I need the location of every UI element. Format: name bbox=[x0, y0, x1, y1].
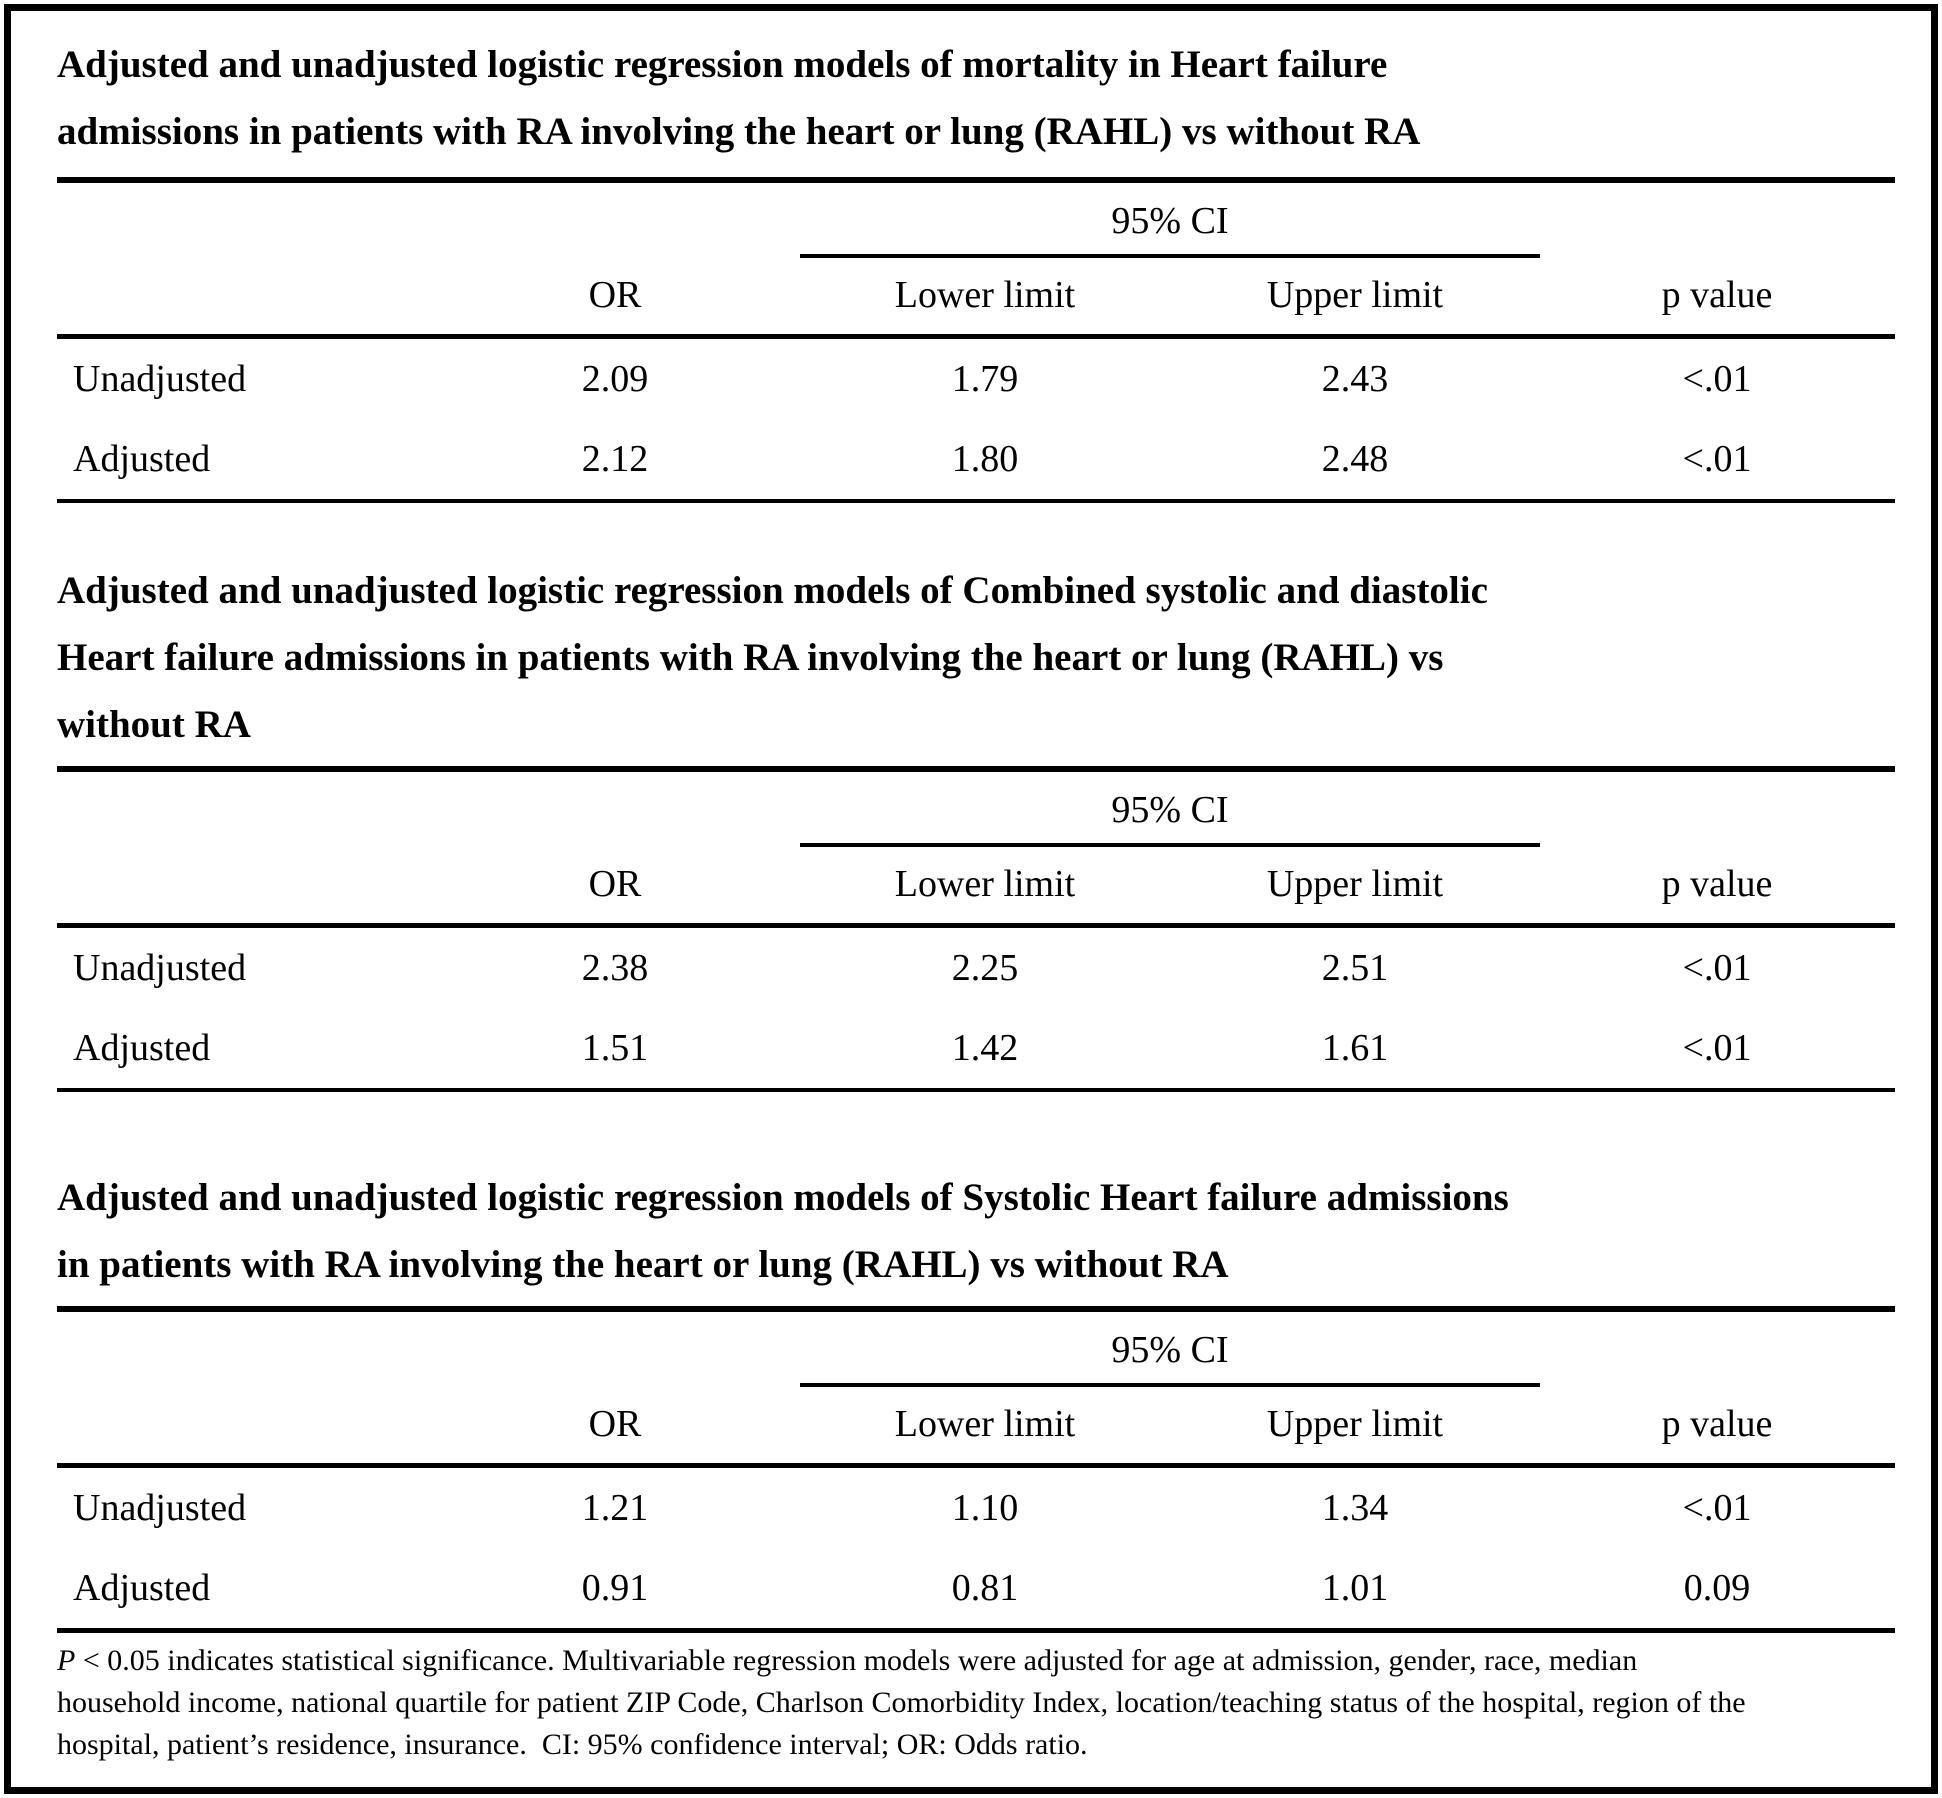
table-2-title-line-1: Adjusted and unadjusted logistic regress… bbox=[57, 569, 1488, 612]
regression-tables-figure: Adjusted and unadjusted logistic regress… bbox=[4, 4, 1938, 1794]
table-1: 95% CI OR Lower limit Upper limit p valu… bbox=[57, 177, 1895, 503]
table-row: Unadjusted 2.38 2.25 2.51 <.01 bbox=[57, 928, 1895, 1008]
table-3-body: Unadjusted 1.21 1.10 1.34 <.01 Adjusted … bbox=[57, 1468, 1895, 1633]
row-label: Adjusted bbox=[73, 1567, 211, 1609]
p-value: <.01 bbox=[1682, 947, 1752, 989]
row-label: Unadjusted bbox=[73, 1487, 247, 1529]
table-2-header-or: OR bbox=[588, 863, 642, 905]
table-3-title-line-2: in patients with RA involving the heart … bbox=[57, 1243, 1229, 1286]
table-1-header-p-value: p value bbox=[1661, 274, 1773, 316]
table-3-header-or: OR bbox=[588, 1403, 642, 1445]
ci-lower-value: 1.80 bbox=[951, 438, 1019, 480]
table-2-body: Unadjusted 2.38 2.25 2.51 <.01 Adjusted … bbox=[57, 928, 1895, 1092]
ci-lower-value: 1.42 bbox=[951, 1027, 1019, 1069]
table-3-ci-group-header: 95% CI bbox=[800, 1312, 1540, 1387]
row-label: Unadjusted bbox=[73, 947, 247, 989]
table-row: Unadjusted 1.21 1.10 1.34 <.01 bbox=[57, 1468, 1895, 1548]
p-value: 0.09 bbox=[1683, 1567, 1751, 1609]
table-2-header-blank bbox=[57, 847, 430, 923]
ci-upper-value: 2.51 bbox=[1321, 947, 1389, 989]
table-3-title: Adjusted and unadjusted logistic regress… bbox=[57, 1164, 1895, 1298]
table-1-header-upper-limit: Upper limit bbox=[1266, 274, 1444, 316]
table-row: Adjusted 0.91 0.81 1.01 0.09 bbox=[57, 1548, 1895, 1628]
table-2-ci-group-header: 95% CI bbox=[800, 772, 1540, 847]
row-label: Adjusted bbox=[73, 1027, 211, 1069]
footnote: P < 0.05 indicates statistical significa… bbox=[57, 1640, 1895, 1766]
table-1-header-lower-limit: Lower limit bbox=[894, 274, 1076, 316]
table-3-header-upper-limit: Upper limit bbox=[1266, 1403, 1444, 1445]
table-2-header: 95% CI OR Lower limit Upper limit p valu… bbox=[57, 766, 1895, 928]
table-2-title-line-3: without RA bbox=[57, 703, 251, 746]
table-3-header-lower-limit: Lower limit bbox=[894, 1403, 1076, 1445]
ci-upper-value: 1.01 bbox=[1321, 1567, 1389, 1609]
table-2-header-upper-limit: Upper limit bbox=[1266, 863, 1444, 905]
p-value: <.01 bbox=[1682, 358, 1752, 400]
ci-upper-value: 1.34 bbox=[1321, 1487, 1389, 1529]
table-1-title: Adjusted and unadjusted logistic regress… bbox=[57, 31, 1895, 165]
table-3-header-blank bbox=[57, 1387, 430, 1463]
table-2-header-lower-limit: Lower limit bbox=[894, 863, 1076, 905]
table-3: 95% CI OR Lower limit Upper limit p valu… bbox=[57, 1306, 1895, 1633]
or-value: 0.91 bbox=[581, 1567, 649, 1609]
table-1-title-line-1: Adjusted and unadjusted logistic regress… bbox=[57, 43, 1388, 86]
table-row: Adjusted 2.12 1.80 2.48 <.01 bbox=[57, 419, 1895, 499]
or-value: 2.38 bbox=[581, 947, 649, 989]
or-value: 1.21 bbox=[581, 1487, 649, 1529]
table-1-header-or: OR bbox=[588, 274, 642, 316]
ci-upper-value: 2.48 bbox=[1321, 438, 1389, 480]
ci-upper-value: 2.43 bbox=[1321, 358, 1389, 400]
p-value: <.01 bbox=[1682, 438, 1752, 480]
row-label: Adjusted bbox=[73, 438, 211, 480]
ci-lower-value: 1.10 bbox=[951, 1487, 1019, 1529]
footnote-line-1-text: < 0.05 indicates statistical significanc… bbox=[75, 1644, 1638, 1677]
footnote-line-3: hospital, patient’s residence, insurance… bbox=[57, 1728, 1088, 1761]
table-2-header-p-value: p value bbox=[1661, 863, 1773, 905]
table-row: Unadjusted 2.09 1.79 2.43 <.01 bbox=[57, 339, 1895, 419]
table-1-ci-group-header: 95% CI bbox=[800, 183, 1540, 258]
table-1-title-line-2: admissions in patients with RA involving… bbox=[57, 110, 1421, 153]
p-value: <.01 bbox=[1682, 1027, 1752, 1069]
or-value: 2.12 bbox=[581, 438, 649, 480]
table-1-header-blank bbox=[57, 258, 430, 334]
table-2-title: Adjusted and unadjusted logistic regress… bbox=[57, 557, 1895, 758]
table-3-header-p-value: p value bbox=[1661, 1403, 1773, 1445]
table-2: 95% CI OR Lower limit Upper limit p valu… bbox=[57, 766, 1895, 1092]
footnote-p-symbol: P bbox=[57, 1644, 76, 1677]
ci-lower-value: 0.81 bbox=[951, 1567, 1019, 1609]
table-1-header: 95% CI OR Lower limit Upper limit p valu… bbox=[57, 177, 1895, 339]
table-row: Adjusted 1.51 1.42 1.61 <.01 bbox=[57, 1008, 1895, 1088]
row-label: Unadjusted bbox=[73, 358, 247, 400]
table-1-body: Unadjusted 2.09 1.79 2.43 <.01 Adjusted … bbox=[57, 339, 1895, 503]
table-3-header: 95% CI OR Lower limit Upper limit p valu… bbox=[57, 1306, 1895, 1468]
footnote-line-1: P < 0.05 indicates statistical significa… bbox=[57, 1640, 1895, 1682]
table-2-title-line-2: Heart failure admissions in patients wit… bbox=[57, 636, 1444, 679]
ci-lower-value: 2.25 bbox=[951, 947, 1019, 989]
p-value: <.01 bbox=[1682, 1487, 1752, 1529]
ci-upper-value: 1.61 bbox=[1321, 1027, 1389, 1069]
or-value: 2.09 bbox=[581, 358, 649, 400]
ci-lower-value: 1.79 bbox=[951, 358, 1019, 400]
footnote-line-2: household income, national quartile for … bbox=[57, 1686, 1746, 1719]
or-value: 1.51 bbox=[581, 1027, 649, 1069]
table-3-title-line-1: Adjusted and unadjusted logistic regress… bbox=[57, 1176, 1509, 1219]
